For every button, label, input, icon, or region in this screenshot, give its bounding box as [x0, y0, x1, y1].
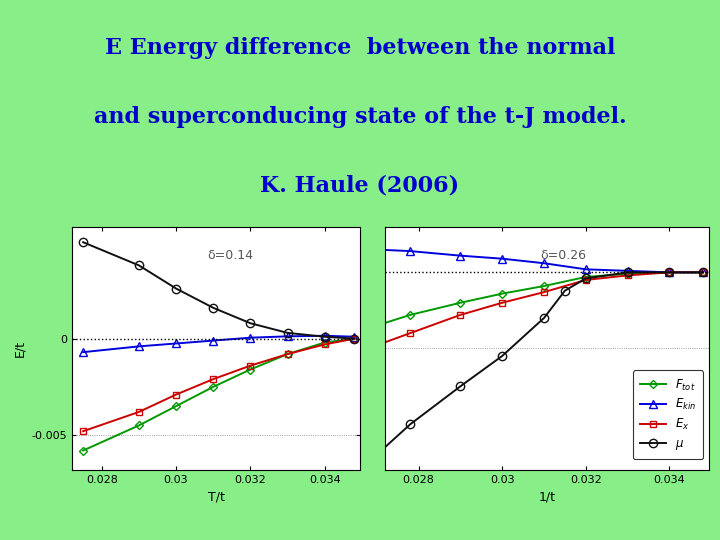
- Y-axis label: E/t: E/t: [13, 340, 26, 357]
- Text: E Energy difference  between the normal: E Energy difference between the normal: [105, 37, 615, 58]
- Text: K. Haule (2006): K. Haule (2006): [261, 175, 459, 197]
- Text: and superconducing state of the t-J model.: and superconducing state of the t-J mode…: [94, 106, 626, 127]
- Text: δ=0.26: δ=0.26: [541, 249, 586, 262]
- X-axis label: T/t: T/t: [207, 490, 225, 503]
- Text: δ=0.14: δ=0.14: [207, 249, 253, 262]
- X-axis label: 1/t: 1/t: [539, 490, 556, 503]
- Legend: $F_{tot}$, $E_{kin}$, $E_x$, $\mu$: $F_{tot}$, $E_{kin}$, $E_x$, $\mu$: [633, 370, 703, 459]
